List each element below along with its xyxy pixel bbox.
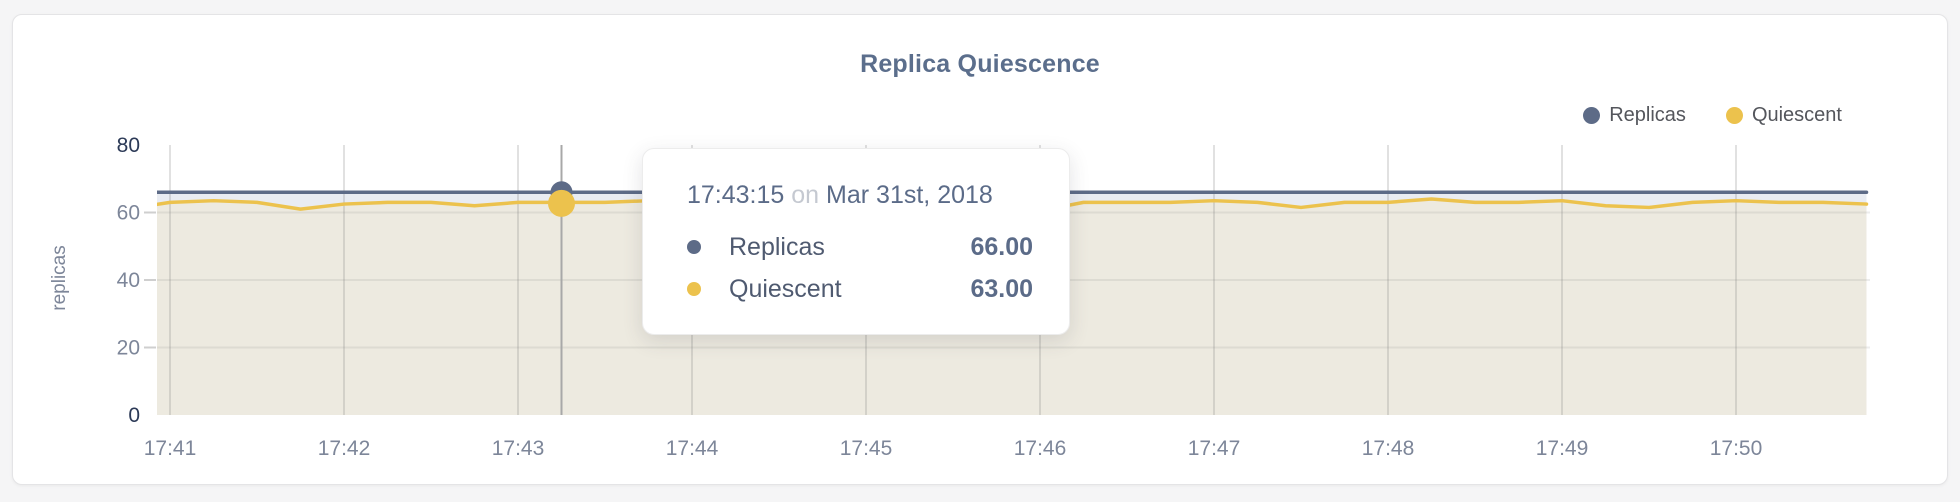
tooltip-header: 17:43:15 on Mar 31st, 2018	[687, 181, 1033, 210]
tooltip-row-quiescent: Quiescent 63.00	[687, 268, 1033, 310]
tooltip-date: Mar 31st, 2018	[826, 181, 993, 209]
tooltip-connector: on	[791, 181, 820, 209]
x-tick-label: 17:49	[1536, 437, 1589, 460]
x-tick-label: 17:43	[492, 437, 545, 460]
chart-legend: Replicas Quiescent	[1583, 104, 1842, 127]
tooltip-row-replicas: Replicas 66.00	[687, 226, 1033, 268]
x-tick-label: 17:46	[1014, 437, 1067, 460]
y-tick-label: 80	[117, 134, 140, 157]
hover-marker-quiescent[interactable]	[548, 189, 575, 217]
y-tick-label: 60	[117, 202, 140, 225]
x-tick-label: 17:50	[1710, 437, 1763, 460]
legend-item-quiescent[interactable]: Quiescent	[1725, 104, 1842, 127]
x-tick-label: 17:45	[840, 437, 893, 460]
chart-title: Replica Quiescence	[860, 50, 1100, 78]
tooltip-series-label: Quiescent	[729, 274, 842, 303]
x-tick-label: 17:41	[144, 437, 197, 460]
y-tick-label: 0	[128, 404, 140, 427]
quiescent-series-dot-icon	[687, 282, 701, 296]
x-tick-label: 17:44	[666, 437, 719, 460]
tooltip-series-value: 66.00	[970, 232, 1033, 261]
y-axis-title: replicas	[49, 245, 70, 311]
replicas-series-dot-icon	[1583, 107, 1601, 124]
chart-tooltip: 17:43:15 on Mar 31st, 2018 Replicas 66.0…	[642, 148, 1070, 335]
quiescent-series-dot-icon	[1725, 107, 1743, 124]
replicas-series-dot-icon	[687, 240, 701, 254]
tooltip-time: 17:43:15	[687, 181, 785, 209]
legend-label-quiescent: Quiescent	[1751, 104, 1842, 126]
y-tick-label: 40	[117, 269, 140, 292]
legend-item-replicas[interactable]: Replicas	[1583, 104, 1686, 127]
x-tick-label: 17:47	[1188, 437, 1241, 460]
x-tick-label: 17:42	[318, 437, 371, 460]
x-tick-label: 17:48	[1362, 437, 1415, 460]
tooltip-series-value: 63.00	[970, 274, 1033, 303]
y-tick-label: 20	[117, 337, 140, 360]
tooltip-series-label: Replicas	[729, 232, 825, 261]
legend-label-replicas: Replicas	[1609, 104, 1686, 126]
